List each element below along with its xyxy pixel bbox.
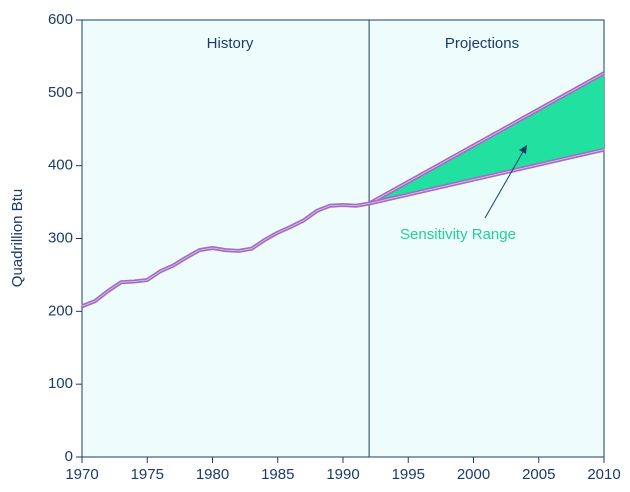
x-tick-label: 1995: [392, 466, 425, 483]
x-tick-label: 1975: [131, 466, 164, 483]
plot-area: [81, 19, 605, 458]
x-tick-label: 2010: [587, 466, 620, 483]
arrow-line: [484, 149, 525, 219]
y-tick-label: 400: [48, 157, 73, 174]
x-tick-label: 1990: [326, 466, 359, 483]
x-tick-label: 2005: [522, 466, 555, 483]
y-axis-label: Quadrillion Btu: [9, 189, 26, 287]
y-tick-label: 100: [48, 375, 73, 392]
y-tick-label: 500: [48, 84, 73, 101]
y-tick-label: 0: [65, 448, 73, 465]
x-tick-label: 2000: [457, 466, 490, 483]
history-label: History: [207, 35, 254, 52]
x-tick-label: 1970: [65, 466, 98, 483]
arrow-head: [519, 145, 527, 154]
x-tick-label: 1980: [196, 466, 229, 483]
sensitivity-label: Sensitivity Range: [400, 226, 516, 243]
y-tick-label: 300: [48, 229, 73, 246]
data-line-highlight: [368, 72, 605, 204]
y-tick-label: 200: [48, 302, 73, 319]
data-line-highlight: [81, 203, 370, 307]
projections-label: Projections: [445, 35, 519, 52]
y-tick-label: 600: [48, 11, 73, 28]
data-line-highlight: [369, 149, 605, 204]
x-tick-label: 1985: [261, 466, 294, 483]
